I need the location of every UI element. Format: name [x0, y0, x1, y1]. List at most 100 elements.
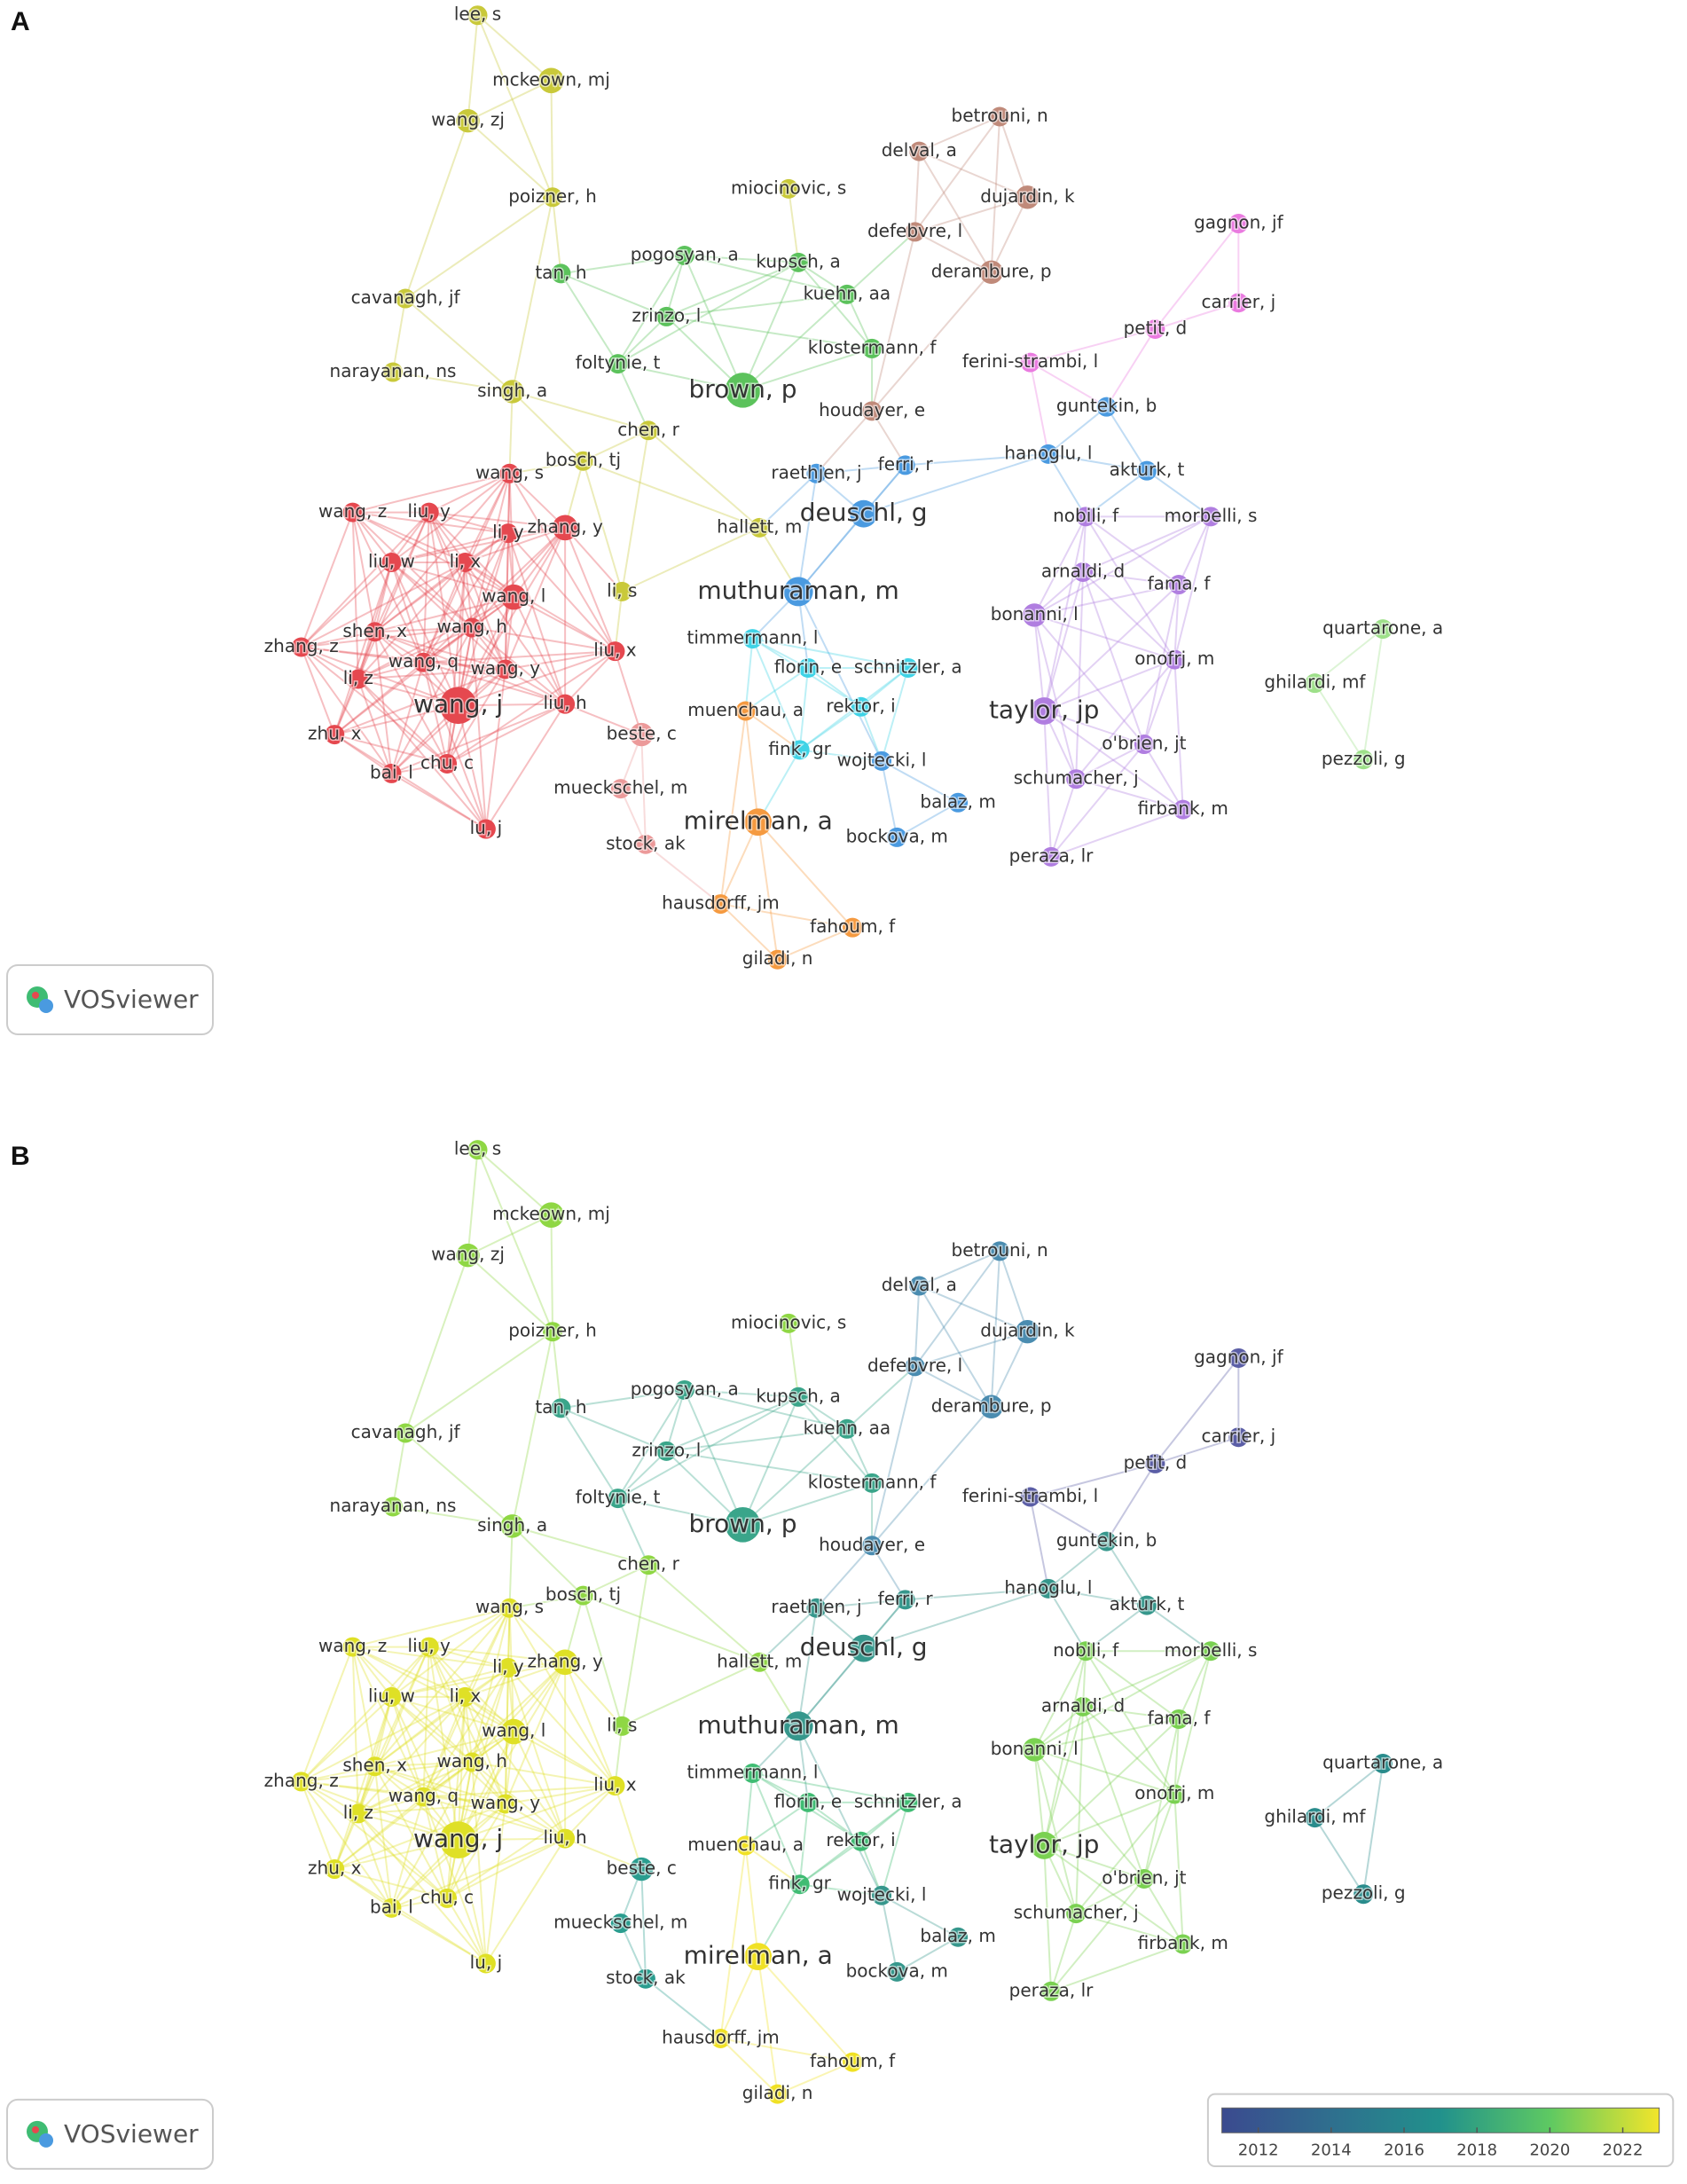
- edge: [373, 1696, 393, 1767]
- node-label: liu, h: [544, 692, 587, 713]
- node-label: bosch, tj: [545, 449, 621, 470]
- logo-icon: [32, 2125, 39, 2133]
- edge: [334, 1839, 459, 1871]
- node: [742, 1764, 763, 1784]
- node: [573, 1585, 593, 1606]
- node: [455, 1686, 475, 1707]
- node: [439, 1821, 477, 1859]
- node: [710, 894, 731, 915]
- edge: [390, 1803, 506, 1909]
- edge: [446, 1837, 566, 1899]
- node: [1305, 1808, 1325, 1828]
- node-label: li, z: [343, 667, 373, 688]
- node: [635, 1968, 655, 1989]
- node: [291, 637, 311, 657]
- node-label: chen, r: [617, 1553, 679, 1575]
- edge: [357, 678, 487, 830]
- node-label: hallett, m: [717, 1650, 802, 1671]
- edge: [457, 705, 487, 829]
- edge: [333, 1803, 506, 1870]
- edge: [446, 650, 616, 765]
- edge: [428, 1646, 474, 1763]
- edge: [1314, 628, 1384, 684]
- node-label: zhu, x: [308, 1858, 362, 1879]
- edge: [374, 1696, 467, 1767]
- edge: [1043, 710, 1145, 746]
- node: [365, 622, 385, 642]
- edge: [391, 1837, 566, 1909]
- edge: [1082, 1705, 1180, 1720]
- edge: [871, 410, 906, 466]
- node: [725, 1507, 761, 1543]
- edge: [905, 1587, 1048, 1601]
- edge: [504, 473, 511, 670]
- edge: [511, 197, 554, 392]
- edge: [797, 464, 906, 593]
- node-label: ghilardi, mf: [1264, 1806, 1366, 1827]
- edge: [506, 1667, 567, 1839]
- edge: [1030, 361, 1108, 408]
- node-label: fink, gr: [768, 738, 831, 759]
- edge: [357, 679, 393, 774]
- node: [895, 1590, 915, 1610]
- node-label: hanoglu, l: [1004, 1576, 1092, 1598]
- edge: [1082, 571, 1145, 745]
- edge: [647, 429, 760, 529]
- node: [419, 502, 439, 522]
- edge: [301, 562, 393, 648]
- edge: [352, 511, 514, 599]
- edge: [777, 926, 853, 961]
- edge: [1033, 1650, 1212, 1751]
- edge: [390, 1796, 425, 1909]
- edge: [788, 188, 800, 263]
- node-label: gagnon, jf: [1194, 1346, 1284, 1367]
- edge: [357, 1696, 467, 1815]
- edge: [467, 15, 479, 122]
- edge: [464, 562, 566, 705]
- node-label: fahoum, f: [810, 915, 896, 937]
- edge: [507, 532, 616, 652]
- edge: [616, 1389, 686, 1499]
- node: [1016, 1320, 1040, 1344]
- edge: [390, 512, 430, 563]
- node-label: foltynie, t: [576, 352, 661, 373]
- node: [742, 629, 763, 649]
- edge: [564, 1785, 616, 1840]
- edge: [564, 650, 616, 705]
- node: [789, 740, 810, 760]
- edge: [1173, 1651, 1212, 1795]
- edge: [334, 1868, 448, 1899]
- edge: [476, 1149, 553, 1332]
- edge: [1085, 1650, 1176, 1795]
- node-label: pezzoli, g: [1322, 1882, 1406, 1904]
- edge: [428, 1646, 459, 1841]
- edge: [446, 1731, 515, 1899]
- edge: [390, 627, 474, 774]
- edge: [300, 1780, 393, 1909]
- edge: [614, 591, 624, 652]
- node: [895, 455, 915, 475]
- edge: [391, 532, 509, 563]
- node-label: mckeown, mj: [492, 68, 610, 90]
- node: [1228, 293, 1249, 313]
- edge: [758, 1607, 818, 1663]
- edge: [446, 1803, 506, 1899]
- node: [806, 1598, 827, 1618]
- node: [948, 1927, 969, 1947]
- node-label: o'brien, jt: [1102, 733, 1186, 754]
- edge: [457, 1731, 515, 1841]
- node: [543, 187, 563, 208]
- edge: [757, 749, 801, 823]
- colorbar-label: 2012: [1238, 2141, 1279, 2159]
- node: [639, 1555, 659, 1575]
- edge: [816, 1599, 906, 1609]
- edge: [373, 1765, 448, 1899]
- edge: [357, 1795, 424, 1815]
- node-label: li, z: [343, 1802, 373, 1823]
- edge: [333, 1696, 393, 1870]
- edge: [617, 1497, 743, 1526]
- edge: [719, 2038, 779, 2095]
- edge: [471, 1667, 509, 1763]
